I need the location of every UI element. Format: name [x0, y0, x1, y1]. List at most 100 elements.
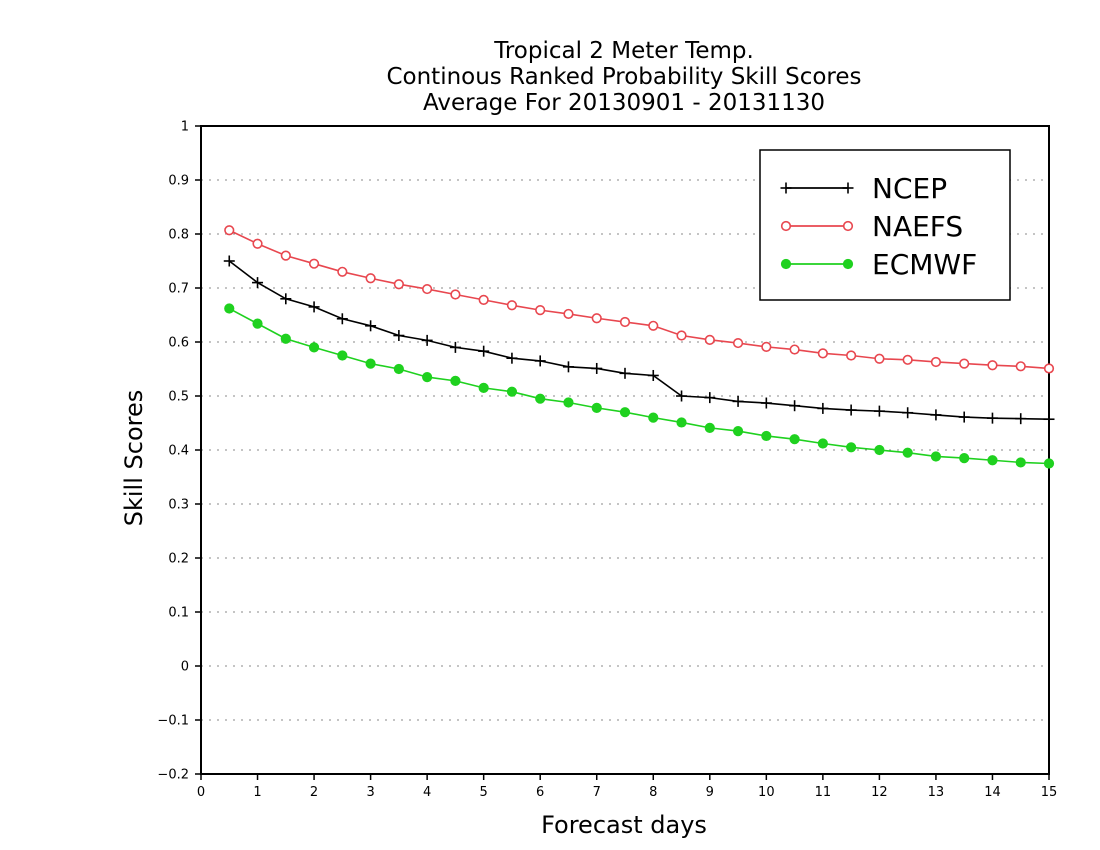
data-point-ncep: [1043, 413, 1055, 425]
data-point-naefs: [902, 354, 913, 365]
y-tick-label: 0.8: [168, 228, 189, 243]
data-point-ncep: [478, 345, 490, 357]
data-point-ncep: [449, 341, 461, 353]
series-ecmwf: [224, 303, 1055, 469]
legend-label-ncep: NCEP: [872, 172, 947, 205]
legend-marker-ncep: [780, 182, 792, 194]
data-point-naefs: [846, 350, 857, 361]
x-tick-label: 15: [1041, 785, 1058, 800]
x-tick-label: 14: [984, 785, 1001, 800]
y-axis-label: Skill Scores: [120, 390, 148, 527]
data-point-ncep: [308, 301, 320, 313]
legend-box: [759, 149, 1011, 301]
legend-label-naefs: NAEFS: [872, 210, 963, 243]
data-point-ncep: [365, 320, 377, 332]
data-point-ecmwf: [365, 358, 376, 369]
legend-marker-naefs: [780, 220, 792, 232]
data-point-ncep: [902, 407, 914, 419]
y-axis: −0.2 −0.1 0 0.1 0.2 0.3 0.4 0.5 0.6 0.7 0.8 0.9 1: [157, 120, 201, 783]
data-point-naefs: [337, 266, 348, 277]
data-point-ecmwf: [648, 412, 659, 423]
data-point-naefs: [252, 238, 263, 249]
x-tick-label: 6: [536, 785, 544, 800]
data-point-naefs: [987, 360, 998, 371]
data-point-ecmwf: [535, 393, 546, 404]
legend-label-ecmwf: ECMWF: [872, 248, 977, 281]
data-point-ncep: [252, 277, 264, 289]
x-tick-label: 9: [706, 785, 714, 800]
legend-marker-naefs: [842, 220, 854, 232]
series-line-ecmwf: [228, 307, 1050, 465]
data-point-ncep: [789, 400, 801, 412]
data-point-ecmwf: [902, 447, 913, 458]
data-point-ecmwf: [987, 455, 998, 466]
data-point-naefs: [1015, 361, 1026, 372]
data-point-naefs: [535, 305, 546, 316]
data-point-naefs: [224, 225, 235, 236]
data-point-ecmwf: [337, 350, 348, 361]
data-point-ecmwf: [393, 363, 404, 375]
data-point-naefs: [591, 313, 602, 324]
y-tick-label: 0.9: [168, 174, 189, 189]
y-tick-label: 0.5: [168, 390, 189, 405]
data-point-ncep: [986, 412, 998, 424]
data-point-naefs: [1043, 363, 1055, 374]
data-point-ecmwf: [450, 375, 461, 386]
data-point-ncep: [619, 367, 631, 379]
x-tick-label: 11: [815, 785, 832, 800]
y-tick-label: −0.2: [157, 768, 189, 783]
data-point-naefs: [789, 344, 800, 355]
series-naefs: [224, 225, 1055, 374]
legend-item-ecmwf: ECMWF: [780, 248, 977, 281]
legend: NCEP NAEFS ECMWF: [759, 149, 1011, 301]
data-point-naefs: [817, 348, 828, 359]
legend-marker-ncep: [842, 182, 854, 194]
y-tick-label: 0.4: [168, 444, 189, 459]
data-point-naefs: [365, 273, 376, 284]
y-tick-label: 0.2: [168, 552, 189, 567]
x-tick-label: 12: [871, 785, 888, 800]
data-point-ecmwf: [591, 402, 602, 413]
title-line-3: Average For 20130901 - 20131130: [423, 90, 825, 116]
data-point-ecmwf: [761, 430, 772, 442]
y-tick-label: 0.3: [168, 498, 189, 513]
y-tick-label: 1: [181, 120, 189, 135]
data-point-naefs: [393, 279, 404, 290]
y-tick-label: 0.7: [168, 282, 189, 297]
data-point-naefs: [563, 308, 574, 320]
data-point-ecmwf: [308, 342, 320, 353]
data-point-ncep: [732, 395, 744, 407]
x-tick-label: 7: [593, 785, 601, 800]
x-tick-label: 2: [310, 785, 318, 800]
data-point-ecmwf: [506, 386, 518, 397]
x-tick-label: 1: [253, 785, 261, 800]
data-point-ncep: [393, 330, 405, 342]
y-tick-label: 0.6: [168, 336, 189, 351]
data-point-naefs: [478, 294, 489, 305]
data-point-ncep: [760, 397, 772, 409]
data-point-naefs: [676, 330, 687, 341]
data-point-ncep: [562, 361, 574, 373]
data-point-ecmwf: [959, 453, 970, 464]
data-point-ncep: [845, 404, 857, 416]
data-point-naefs: [732, 337, 744, 349]
data-point-ecmwf: [478, 382, 489, 393]
data-point-ncep: [958, 411, 970, 423]
data-point-naefs: [874, 353, 885, 364]
x-tick-label: 13: [928, 785, 945, 800]
data-point-ecmwf: [224, 303, 235, 314]
data-point-naefs: [308, 258, 320, 269]
data-point-ecmwf: [676, 417, 687, 428]
data-point-ecmwf: [874, 444, 885, 456]
legend-marker-ecmwf: [842, 258, 854, 270]
data-point-naefs: [280, 250, 291, 261]
data-point-ecmwf: [732, 426, 744, 437]
data-point-naefs: [930, 356, 942, 368]
legend-marker-ecmwf: [780, 258, 792, 270]
data-point-naefs: [704, 334, 715, 345]
data-point-ncep: [704, 392, 716, 404]
data-point-naefs: [648, 320, 659, 331]
data-point-ecmwf: [1043, 458, 1055, 469]
grid: [201, 179, 1049, 721]
data-point-naefs: [422, 283, 433, 295]
